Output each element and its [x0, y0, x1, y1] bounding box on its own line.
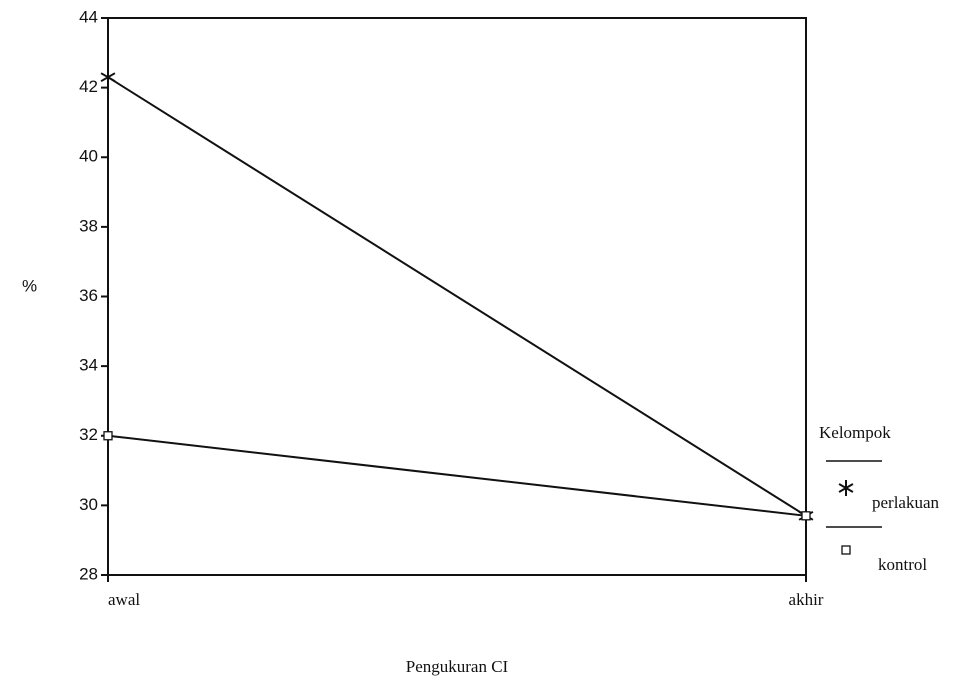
y-tick-label: 28 [79, 564, 98, 583]
y-tick-label: 38 [79, 216, 98, 235]
legend-marker [839, 480, 853, 496]
y-axis-label: % [22, 276, 37, 295]
page: {"chart_data": {"type": "line", "x_label… [0, 0, 976, 686]
legend-label: kontrol [878, 555, 927, 574]
y-tick-label: 32 [79, 425, 98, 444]
y-tick-label: 36 [79, 286, 98, 305]
data-point [104, 432, 112, 440]
y-tick-label: 44 [79, 7, 98, 26]
series-line [108, 436, 806, 516]
x-tick-label: awal [108, 590, 140, 609]
x-tick-label: akhir [789, 590, 824, 609]
y-tick-label: 42 [79, 77, 98, 96]
legend-label: perlakuan [872, 493, 940, 512]
legend-marker [842, 546, 850, 554]
y-tick-label: 34 [79, 356, 98, 375]
y-tick-label: 40 [79, 147, 98, 166]
data-point [101, 69, 115, 85]
legend-title: Kelompok [819, 423, 891, 442]
chart: % Pengukuran CI Kelompok 28 30 32 34 36 38 40 4… [0, 0, 976, 686]
series-line [108, 77, 806, 516]
x-axis-label: Pengukuran CI [406, 657, 509, 676]
y-tick-label: 30 [79, 495, 98, 514]
data-point [802, 512, 810, 520]
